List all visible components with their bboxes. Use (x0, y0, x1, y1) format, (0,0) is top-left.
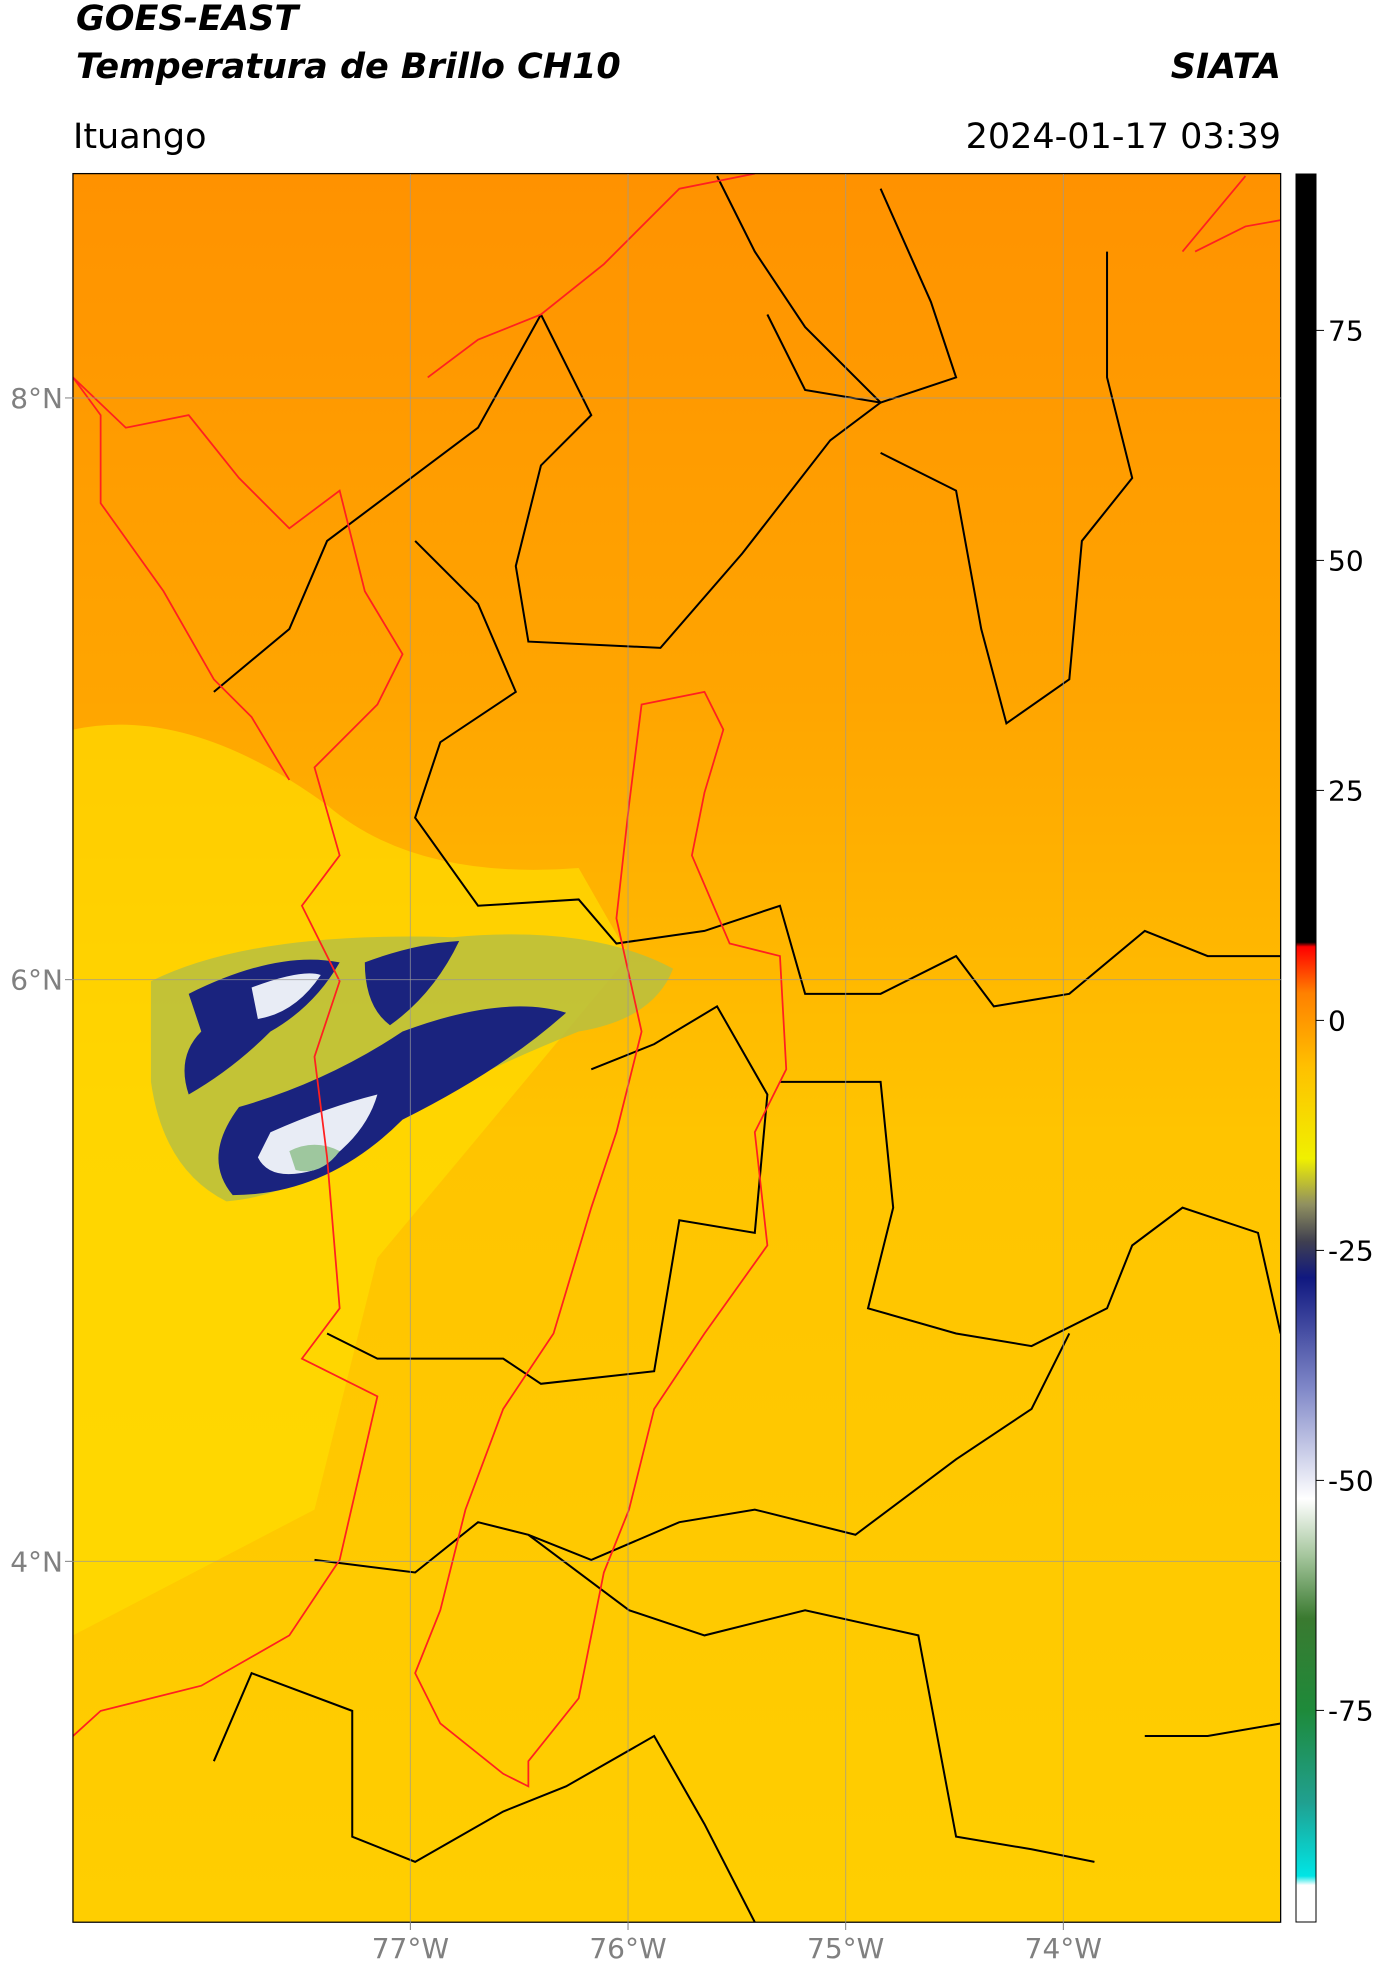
location: Ituango (73, 117, 207, 157)
coastline-and-region (72, 173, 1281, 1788)
colorbar (1295, 173, 1317, 1923)
colorbar-label: 25 (1328, 774, 1364, 807)
cloud-top (251, 973, 378, 1175)
lon-label: 75°W (807, 1932, 884, 1965)
timestamp: 2024-01-17 03:39 (966, 117, 1281, 157)
title: GOES-EAST (76, 0, 301, 39)
lat-label: 4°N (10, 1545, 63, 1578)
lon-label: 77°W (372, 1932, 449, 1965)
lat-label: 6°N (10, 964, 63, 997)
map (72, 172, 1282, 1923)
admin-borders (212, 175, 1281, 1923)
lon-label: 76°W (589, 1932, 666, 1965)
colorbar-label: -50 (1328, 1464, 1374, 1497)
colorbar-label: -75 (1328, 1694, 1374, 1727)
subtitle: Temperatura de Brillo CH10 (76, 47, 621, 87)
colorbar-label: -25 (1328, 1234, 1374, 1267)
colorbar-label: 50 (1328, 544, 1364, 577)
colorbar-label: 75 (1328, 314, 1364, 347)
colorbar-label: 0 (1328, 1004, 1346, 1037)
source: SIATA (1171, 47, 1281, 87)
lon-label: 74°W (1025, 1932, 1102, 1965)
map-frame (72, 172, 1282, 1923)
lat-label: 8°N (10, 382, 63, 415)
